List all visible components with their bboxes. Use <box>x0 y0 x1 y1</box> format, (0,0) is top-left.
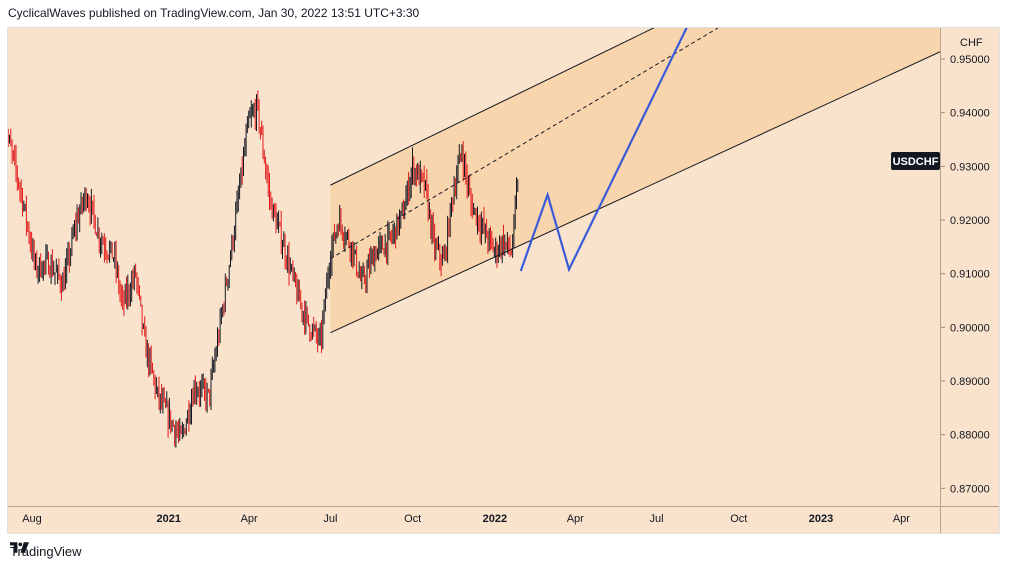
projection-path[interactable] <box>519 16 693 273</box>
price-axis-ticks: 0.95000 0.94000 0.93000 0.92000 0.91000 0.900… <box>941 54 990 495</box>
price-tag-label: USDCHF <box>893 156 939 168</box>
channel-middle-line[interactable] <box>330 16 737 260</box>
channel-fill <box>330 28 940 333</box>
time-axis-background <box>8 507 999 533</box>
time-tick-label: 2022 <box>483 513 507 525</box>
time-tick-label: 2021 <box>156 513 180 525</box>
time-tick-label: Aug <box>22 513 42 525</box>
price-tick-label: 0.93000 <box>950 161 990 173</box>
price-tick-label: 0.88000 <box>950 430 990 442</box>
chart-frame <box>7 27 1000 534</box>
candles-group <box>8 90 519 448</box>
channel-lower-line[interactable] <box>330 51 940 334</box>
time-tick-label: 2023 <box>809 513 833 525</box>
time-tick-label: Jul <box>323 513 337 525</box>
price-tick-label: 0.94000 <box>950 108 990 120</box>
price-tick-label: 0.89000 <box>950 376 990 388</box>
price-tick-label: 0.90000 <box>950 322 990 334</box>
price-tick-label: 0.92000 <box>950 215 990 227</box>
footer-brand[interactable]: TradingView <box>10 543 82 559</box>
price-tick-label: 0.91000 <box>950 269 990 281</box>
time-axis-ticks: Aug 2021 Apr Jul Oct 2022 Apr Jul Oct 2023 Apr <box>22 513 910 525</box>
publish-caption: CyclicalWaves published on TradingView.c… <box>8 6 420 20</box>
time-tick-label: Jul <box>650 513 664 525</box>
time-tick-label: Apr <box>567 513 584 525</box>
tradingview-logo-icon <box>10 542 29 553</box>
currency-label: CHF <box>960 37 983 49</box>
price-tick-label: 0.95000 <box>950 54 990 66</box>
price-tag-background <box>891 152 940 170</box>
time-tick-label: Oct <box>730 513 747 525</box>
price-tag: USDCHF <box>891 152 940 170</box>
price-tick-label: 0.87000 <box>950 483 990 495</box>
price-axis-background <box>941 28 999 506</box>
time-tick-label: Oct <box>404 513 421 525</box>
time-tick-label: Apr <box>241 513 258 525</box>
footer: TradingView <box>10 542 82 560</box>
time-tick-label: Apr <box>893 513 910 525</box>
channel-upper-line[interactable] <box>330 16 678 186</box>
